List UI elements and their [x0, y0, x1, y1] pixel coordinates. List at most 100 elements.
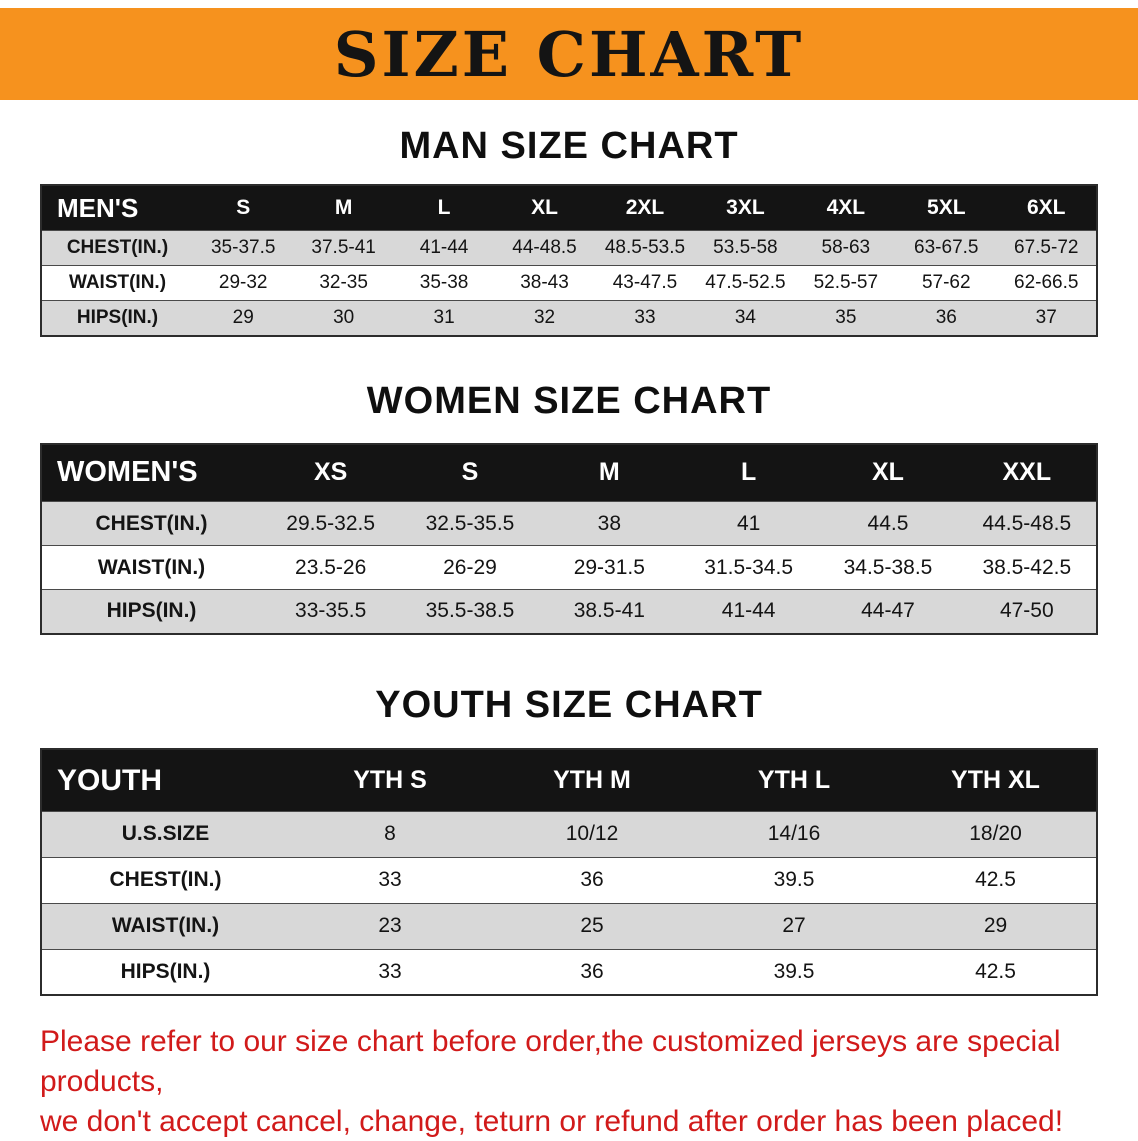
value-cell: 30	[333, 307, 355, 329]
value-cell: 33-35.5	[295, 599, 367, 623]
size-column-header: 6XL	[1026, 196, 1066, 220]
women-section: WOMEN SIZE CHART WOMEN'S XS S M L XL XXL CHEST(…	[0, 379, 1138, 635]
value-cell: 35-37.5	[210, 237, 276, 259]
value-cell: 38.5-42.5	[982, 555, 1072, 579]
men-section: MAN SIZE CHART MEN'S S M L XL 2XL 3XL 4XL 5XL 6XL…	[0, 125, 1138, 337]
value-cell: 29.5-32.5	[286, 511, 376, 535]
table-title-cell: MEN'S	[57, 192, 139, 223]
row-label-cell: HIPS(IN.)	[106, 599, 197, 623]
size-column-header: 4XL	[826, 196, 866, 220]
women-size-table: WOMEN'S XS S M L XL XXL CHEST(IN.) 29.5-32.5 32.5…	[40, 442, 1098, 635]
value-cell: 47-50	[999, 599, 1054, 623]
value-cell: 41-44	[721, 599, 776, 623]
value-cell: 14/16	[767, 822, 821, 846]
value-cell: 63-67.5	[914, 237, 979, 259]
row-label-cell: U.S.SIZE	[121, 822, 210, 846]
youth-size-table: YOUTH YTH S YTH M YTH L YTH XL U.S.SIZE 8 10/12…	[40, 748, 1098, 997]
size-column-header: YTH M	[553, 766, 631, 795]
value-cell: 36	[580, 868, 604, 892]
value-cell: 26-29	[443, 555, 497, 579]
value-cell: 32-35	[319, 272, 368, 294]
disclaimer-line-1: Please refer to our size chart before or…	[40, 1025, 1061, 1098]
value-cell: 25	[580, 914, 604, 938]
value-cell: 31	[433, 307, 455, 329]
size-column-header: YTH S	[353, 766, 427, 795]
header-row: WOMEN'S XS S M L XL XXL	[41, 443, 1097, 502]
men-section-heading: MAN SIZE CHART	[399, 125, 739, 167]
value-cell: 62-66.5	[1014, 272, 1079, 294]
women-section-heading: WOMEN SIZE CHART	[366, 379, 772, 422]
value-cell: 38	[597, 511, 621, 535]
table-row: WAIST(IN.) 23.5-26 26-29 29-31.5 31.5-34.5 34…	[41, 545, 1097, 590]
value-cell: 34	[734, 307, 756, 329]
value-cell: 57-62	[921, 272, 971, 294]
size-column-header: 5XL	[927, 196, 966, 220]
size-column-header: XL	[531, 196, 558, 220]
table-row: CHEST(IN.) 29.5-32.5 32.5-35.5 38 41 44.5 44.5…	[41, 501, 1097, 546]
table-row: CHEST(IN.) 35-37.5 37.5-41 41-44 44-48.5 48.5…	[41, 230, 1097, 266]
value-cell: 36	[580, 960, 604, 984]
value-cell: 34.5-38.5	[843, 555, 933, 579]
table-row: WAIST(IN.) 29-32 32-35 35-38 38-43 43-47.5 47.…	[41, 265, 1097, 301]
value-cell: 23.5-26	[295, 555, 367, 579]
value-cell: 44.5	[867, 511, 909, 535]
value-cell: 42.5	[975, 868, 1016, 892]
size-column-header: YTH L	[757, 766, 831, 795]
disclaimer-line-2: we don't accept cancel, change, teturn o…	[40, 1104, 1064, 1138]
row-label-cell: HIPS(IN.)	[76, 307, 159, 329]
row-label-cell: HIPS(IN.)	[120, 960, 211, 984]
value-cell: 33	[634, 307, 656, 329]
value-cell: 29	[983, 914, 1008, 938]
value-cell: 33	[378, 960, 402, 984]
table-row: WAIST(IN.) 23 25 27 29	[41, 903, 1097, 950]
size-column-header: L	[437, 196, 451, 220]
value-cell: 31.5-34.5	[704, 555, 794, 579]
value-cell: 35.5-38.5	[425, 599, 515, 623]
value-cell: 35-38	[419, 272, 469, 294]
size-column-header: S	[236, 196, 251, 220]
table-row: U.S.SIZE 8 10/12 14/16 18/20	[41, 811, 1097, 858]
value-cell: 8	[384, 822, 396, 846]
value-cell: 58-63	[821, 237, 871, 259]
value-cell: 29	[232, 307, 254, 329]
value-cell: 18/20	[969, 822, 1022, 846]
row-label-cell: WAIST(IN.)	[68, 272, 167, 294]
value-cell: 43-47.5	[612, 272, 678, 294]
youth-section: YOUTH SIZE CHART YOUTH YTH S YTH M YTH L YTH…	[0, 683, 1138, 997]
value-cell: 41	[736, 511, 761, 535]
value-cell: 36	[935, 307, 957, 329]
youth-section-heading: YOUTH SIZE CHART	[375, 683, 763, 726]
value-cell: 44-48.5	[512, 237, 577, 259]
value-cell: 41-44	[419, 237, 469, 259]
table-row: HIPS(IN.) 33 36 39.5 42.5	[41, 949, 1097, 996]
size-column-header: 2XL	[625, 196, 665, 220]
row-label-cell: WAIST(IN.)	[97, 555, 206, 579]
value-cell: 33	[378, 868, 402, 892]
value-cell: 39.5	[773, 868, 815, 892]
size-column-header: M	[334, 196, 353, 220]
value-cell: 44-47	[861, 599, 915, 623]
value-cell: 29-32	[218, 272, 268, 294]
size-column-header: YTH XL	[951, 766, 1040, 795]
value-cell: 67.5-72	[1014, 237, 1079, 259]
value-cell: 32	[533, 307, 556, 329]
value-cell: 44.5-48.5	[982, 511, 1072, 535]
header-row: MEN'S S M L XL 2XL 3XL 4XL 5XL 6XL	[41, 184, 1097, 231]
value-cell: 29-31.5	[573, 555, 645, 579]
value-cell: 32.5-35.5	[425, 511, 515, 535]
table-row: HIPS(IN.) 29 30 31 32 33 34 35 36 37	[41, 300, 1097, 336]
table-row: HIPS(IN.) 33-35.5 35.5-38.5 38.5-41 41-44 44-…	[41, 589, 1097, 634]
value-cell: 37.5-41	[311, 237, 376, 259]
disclaimer: Please refer to our size chart before or…	[40, 1022, 1120, 1141]
value-cell: 10/12	[565, 822, 619, 846]
row-label-cell: CHEST(IN.)	[109, 868, 222, 892]
table-title-cell: WOMEN'S	[57, 456, 198, 489]
table-row: CHEST(IN.) 33 36 39.5 42.5	[41, 857, 1097, 904]
size-column-header: 3XL	[726, 196, 765, 220]
value-cell: 48.5-53.5	[604, 237, 686, 259]
value-cell: 47.5-52.5	[705, 272, 786, 294]
value-cell: 39.5	[773, 960, 815, 984]
value-cell: 23	[378, 914, 402, 938]
row-label-cell: CHEST(IN.)	[95, 511, 208, 535]
